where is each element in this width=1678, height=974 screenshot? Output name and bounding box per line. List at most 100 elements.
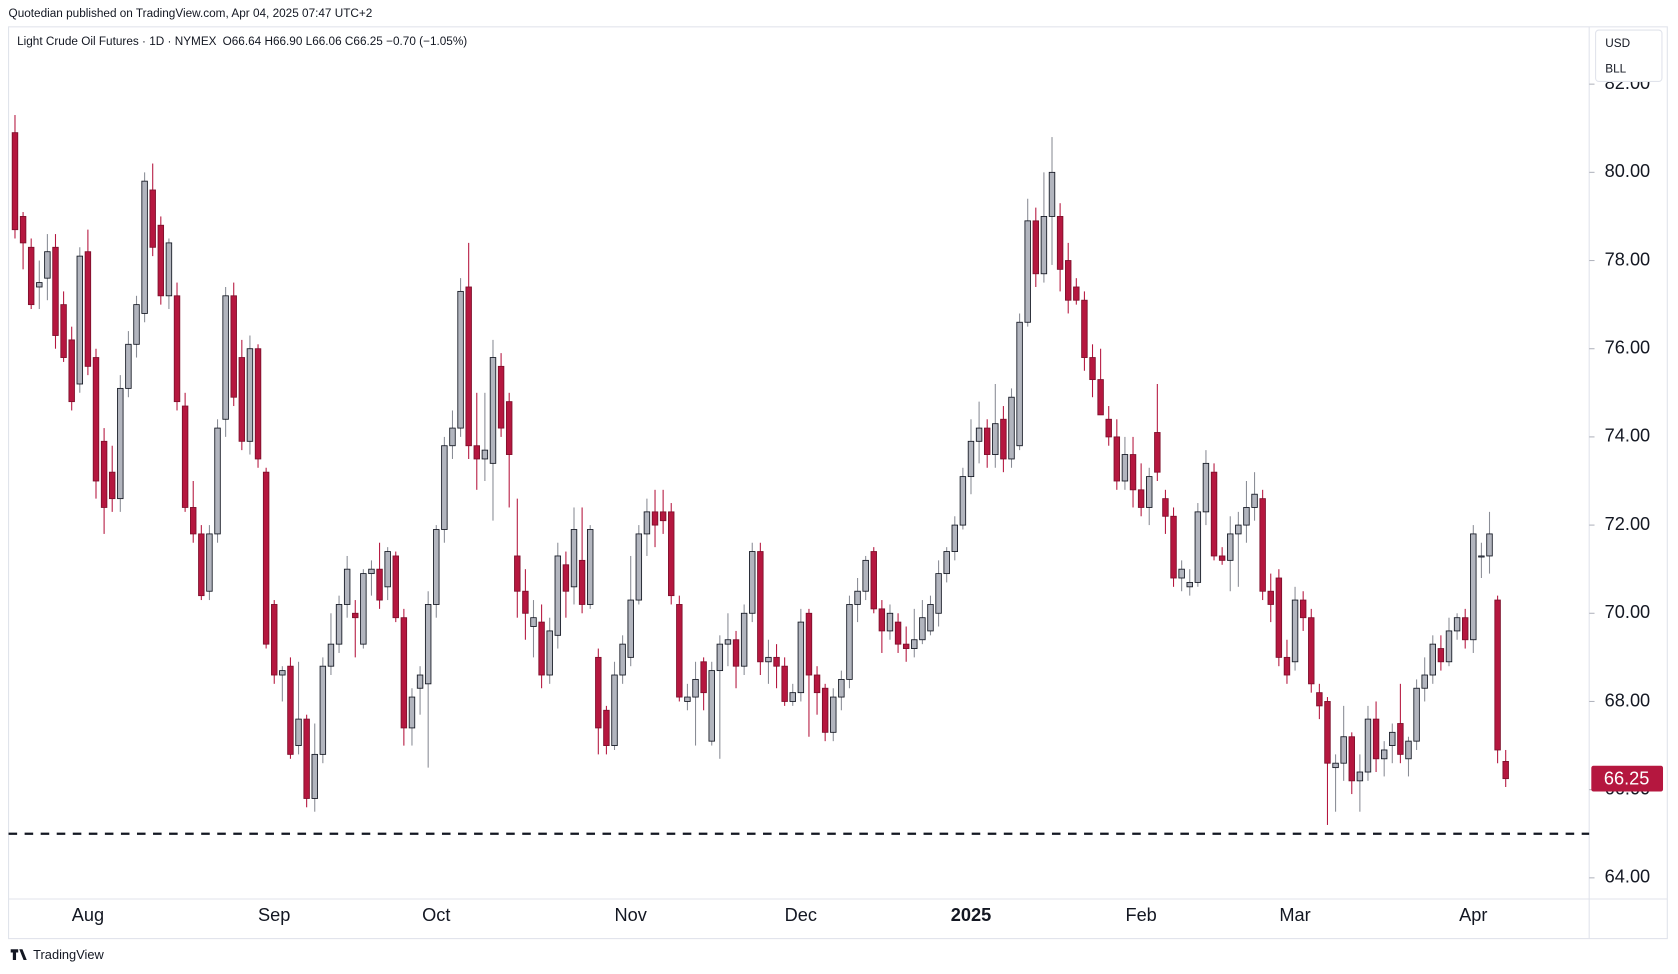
candle-body (813, 674, 821, 694)
series-legend: Light Crude Oil Futures · 1D · NYMEX O66… (17, 35, 467, 48)
y-tick-label: 78.00 (1605, 249, 1651, 269)
candle-body (1413, 687, 1420, 742)
candle-body (1340, 736, 1347, 764)
candle-body (1008, 396, 1015, 460)
candle-body (586, 529, 594, 605)
candle-body (635, 533, 643, 601)
candle-body (554, 555, 562, 636)
candle-body (125, 343, 132, 389)
candle-body (1316, 692, 1323, 707)
candle-body (821, 687, 829, 733)
candle-body (1494, 599, 1501, 751)
candle-body (578, 559, 586, 605)
candle-body (911, 639, 918, 649)
candle-body (230, 295, 237, 398)
candle-body (1146, 476, 1153, 508)
candle-body (1056, 216, 1064, 270)
candle-body (967, 440, 975, 478)
candle-body (1356, 771, 1364, 782)
candle-body (1048, 171, 1056, 217)
candle-body (457, 290, 464, 429)
candle-body (108, 471, 116, 500)
x-tick-label: Sep (258, 905, 290, 925)
candle-body (603, 709, 610, 746)
y-tick-label: 74.00 (1605, 426, 1651, 446)
candle-body (327, 643, 335, 667)
candle-body (449, 427, 456, 447)
x-tick-label: Feb (1125, 905, 1156, 925)
candle-body (846, 604, 853, 680)
candle-body (716, 643, 724, 672)
candle-body (76, 255, 84, 385)
candle-body (1429, 643, 1437, 676)
candle-body (1227, 533, 1234, 561)
candle-body (1032, 220, 1040, 275)
candle-body (1194, 511, 1202, 583)
candle-body (1445, 630, 1453, 663)
candle-body (1235, 524, 1242, 535)
candle-body (1186, 581, 1193, 588)
candle-body (117, 387, 124, 500)
candle-body (311, 753, 318, 799)
candle-body (19, 216, 27, 244)
candle-body (692, 678, 699, 698)
candle-body (992, 423, 999, 455)
candle-body (84, 251, 92, 367)
candle-body (141, 180, 148, 314)
candle-body (1437, 648, 1445, 663)
candle-body (878, 608, 886, 632)
candle-body (416, 674, 424, 689)
y-tick-label: 80.00 (1605, 161, 1651, 181)
candle-body (651, 511, 659, 526)
candle-body (424, 604, 432, 685)
candle-body (303, 718, 310, 799)
candle-body (546, 630, 553, 676)
candle-body (360, 573, 367, 645)
candle-body (473, 445, 480, 460)
candle-body (60, 304, 67, 358)
x-tick-label: Aug (72, 905, 104, 925)
unit[interactable]: BLL (1605, 63, 1626, 76)
candle-body (684, 696, 691, 702)
candle-body (951, 524, 958, 552)
frame (8, 26, 1668, 940)
currency[interactable]: USD (1605, 37, 1630, 50)
candle-body (870, 551, 877, 610)
axes: 64.0066.0068.0070.0072.0074.0076.0078.00… (72, 73, 1664, 925)
candle-body (36, 282, 43, 288)
candle-body (246, 348, 254, 442)
candle-body (538, 621, 545, 676)
candle-body (198, 533, 205, 597)
candle-body (1283, 656, 1291, 676)
candle-body (862, 559, 869, 592)
candle-body (1218, 555, 1226, 561)
candle-body (1065, 260, 1072, 301)
candle-body (530, 617, 537, 627)
candle-body (773, 656, 780, 667)
candle-body (700, 661, 707, 694)
candle-body (376, 568, 383, 601)
candle-body (1210, 471, 1218, 557)
candle-body (497, 365, 505, 429)
ohlc-readout: O66.64 H66.90 L66.06 C66.25 −0.70 (−1.05… (223, 35, 468, 48)
candle-body (1389, 731, 1396, 746)
candle-body (749, 551, 756, 614)
published-note: Quotedian published on TradingView.com, … (9, 7, 373, 20)
candle-body (894, 621, 902, 645)
unit-box[interactable] (1595, 29, 1663, 82)
candle-body (1105, 418, 1112, 438)
candle-body (400, 617, 408, 729)
x-tick-label: Dec (785, 905, 817, 925)
candle-body (481, 449, 489, 460)
y-tick-label: 76.00 (1605, 338, 1651, 358)
candle-body (1129, 454, 1137, 491)
candle-body (724, 639, 732, 645)
candle-body (1461, 617, 1469, 641)
candle-body (627, 599, 634, 658)
candle-body (206, 533, 213, 592)
candle-body (1113, 436, 1121, 482)
candle-body (433, 529, 440, 605)
candle-body (1372, 718, 1380, 760)
candle-body (595, 656, 602, 729)
candle-body (352, 612, 359, 619)
